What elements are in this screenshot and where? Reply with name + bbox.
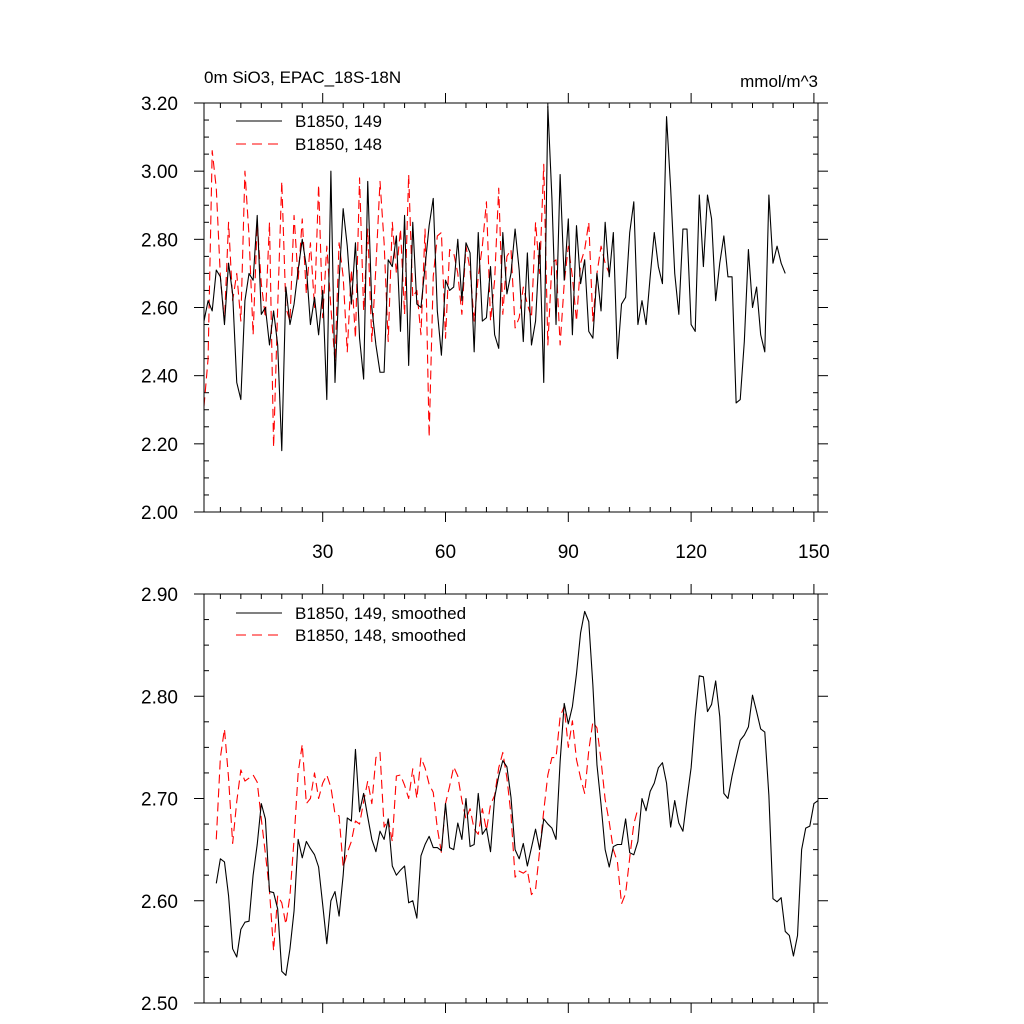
y-tick-label: 2.00 [141,503,178,524]
legend-label-b1850-148-smoothed: B1850, 148, smoothed [295,626,466,645]
legend-label-b1850-149-smoothed: B1850, 149, smoothed [295,604,466,623]
x-tick-label: 90 [558,542,579,563]
x-tick-label: 30 [312,542,333,563]
series-line-b1850-148 [203,150,610,448]
bottom-panel-series [215,610,819,976]
top-panel: 0m SiO3, EPAC_18S-18N mmol/m^3 30 60 90 120… [141,68,830,563]
top-panel-frame [203,102,819,513]
top-panel-ticks: 30 60 90 120 150 2.00 2.20 2.40 2.60 2.80 3.00 3.20 [141,93,830,563]
series-line-b1850-149-smoothed [215,610,819,976]
top-panel-units: mmol/m^3 [740,72,818,91]
bottom-panel-ticks: 2.50 2.60 2.70 2.80 2.90 [141,584,828,1015]
y-tick-label: 2.20 [141,435,178,456]
legend-label-b1850-148: B1850, 148 [295,135,382,154]
bottom-panel: 2.50 2.60 2.70 2.80 2.90 B1850, 149, smoothe… [141,584,828,1015]
x-tick-label: 150 [798,542,830,563]
y-tick-label: 2.70 [141,790,178,811]
y-tick-label: 2.60 [141,299,178,320]
series-line-b1850-149 [203,105,786,452]
top-panel-title: 0m SiO3, EPAC_18S-18N [204,68,401,87]
y-tick-label: 3.20 [141,94,178,115]
top-panel-series [203,105,786,452]
y-tick-label: 2.60 [141,892,178,913]
y-tick-label: 2.80 [141,230,178,251]
y-tick-label: 2.80 [141,687,178,708]
x-tick-label: 120 [675,542,707,563]
y-tick-label: 2.90 [141,585,178,606]
y-tick-label: 2.40 [141,367,178,388]
bottom-panel-legend: B1850, 149, smoothed B1850, 148, smoothe… [236,604,466,645]
top-panel-legend: B1850, 149 B1850, 148 [236,112,382,154]
y-tick-label: 3.00 [141,162,178,183]
y-tick-label: 2.50 [141,994,178,1015]
legend-label-b1850-149: B1850, 149 [295,112,382,131]
x-tick-label: 60 [435,542,456,563]
bottom-panel-frame [203,593,819,1004]
series-line-b1850-148-smoothed [215,705,639,952]
